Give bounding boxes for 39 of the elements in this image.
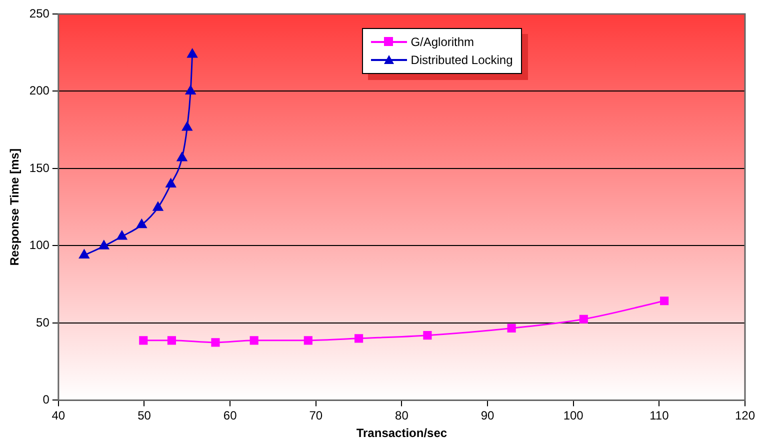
point — [139, 336, 148, 345]
x-tick-label: 120 — [734, 408, 756, 423]
point — [211, 338, 220, 347]
point — [423, 331, 432, 340]
y-tick-label: 50 — [36, 315, 50, 330]
x-tick-label: 110 — [650, 408, 670, 423]
legend-label: Distributed Locking — [410, 52, 513, 69]
point — [166, 178, 176, 188]
point — [182, 122, 192, 131]
point — [152, 202, 164, 211]
point — [250, 336, 258, 345]
y-tick-label: 150 — [29, 160, 50, 175]
y-tick-label: 100 — [29, 238, 50, 252]
point — [354, 334, 364, 343]
point — [116, 230, 128, 240]
point — [304, 336, 312, 345]
point — [167, 336, 176, 345]
legend-label: G/Aglorithm — [410, 34, 474, 51]
point — [98, 240, 109, 250]
x-tick-label: 40 — [52, 408, 66, 423]
y-axis-title: Response Time [ms] — [8, 148, 22, 266]
x-tick-label: 80 — [395, 408, 409, 423]
x-tick-label: 100 — [563, 408, 584, 423]
x-tick-label: 90 — [480, 408, 495, 423]
point — [507, 324, 516, 332]
x-tick-label: 70 — [309, 408, 323, 423]
point — [136, 219, 147, 228]
point — [187, 48, 198, 58]
x-tick-label: 60 — [223, 408, 238, 423]
y-tick-label: 200 — [29, 84, 50, 98]
point — [579, 314, 588, 324]
x-axis-title: Transaction/sec — [356, 426, 448, 440]
point — [660, 296, 669, 306]
point — [176, 152, 188, 162]
y-tick-label: 250 — [29, 6, 50, 20]
point — [186, 85, 196, 94]
point — [79, 250, 90, 259]
x-tick-label: 50 — [138, 408, 152, 423]
y-tick-label: 0 — [42, 392, 50, 407]
